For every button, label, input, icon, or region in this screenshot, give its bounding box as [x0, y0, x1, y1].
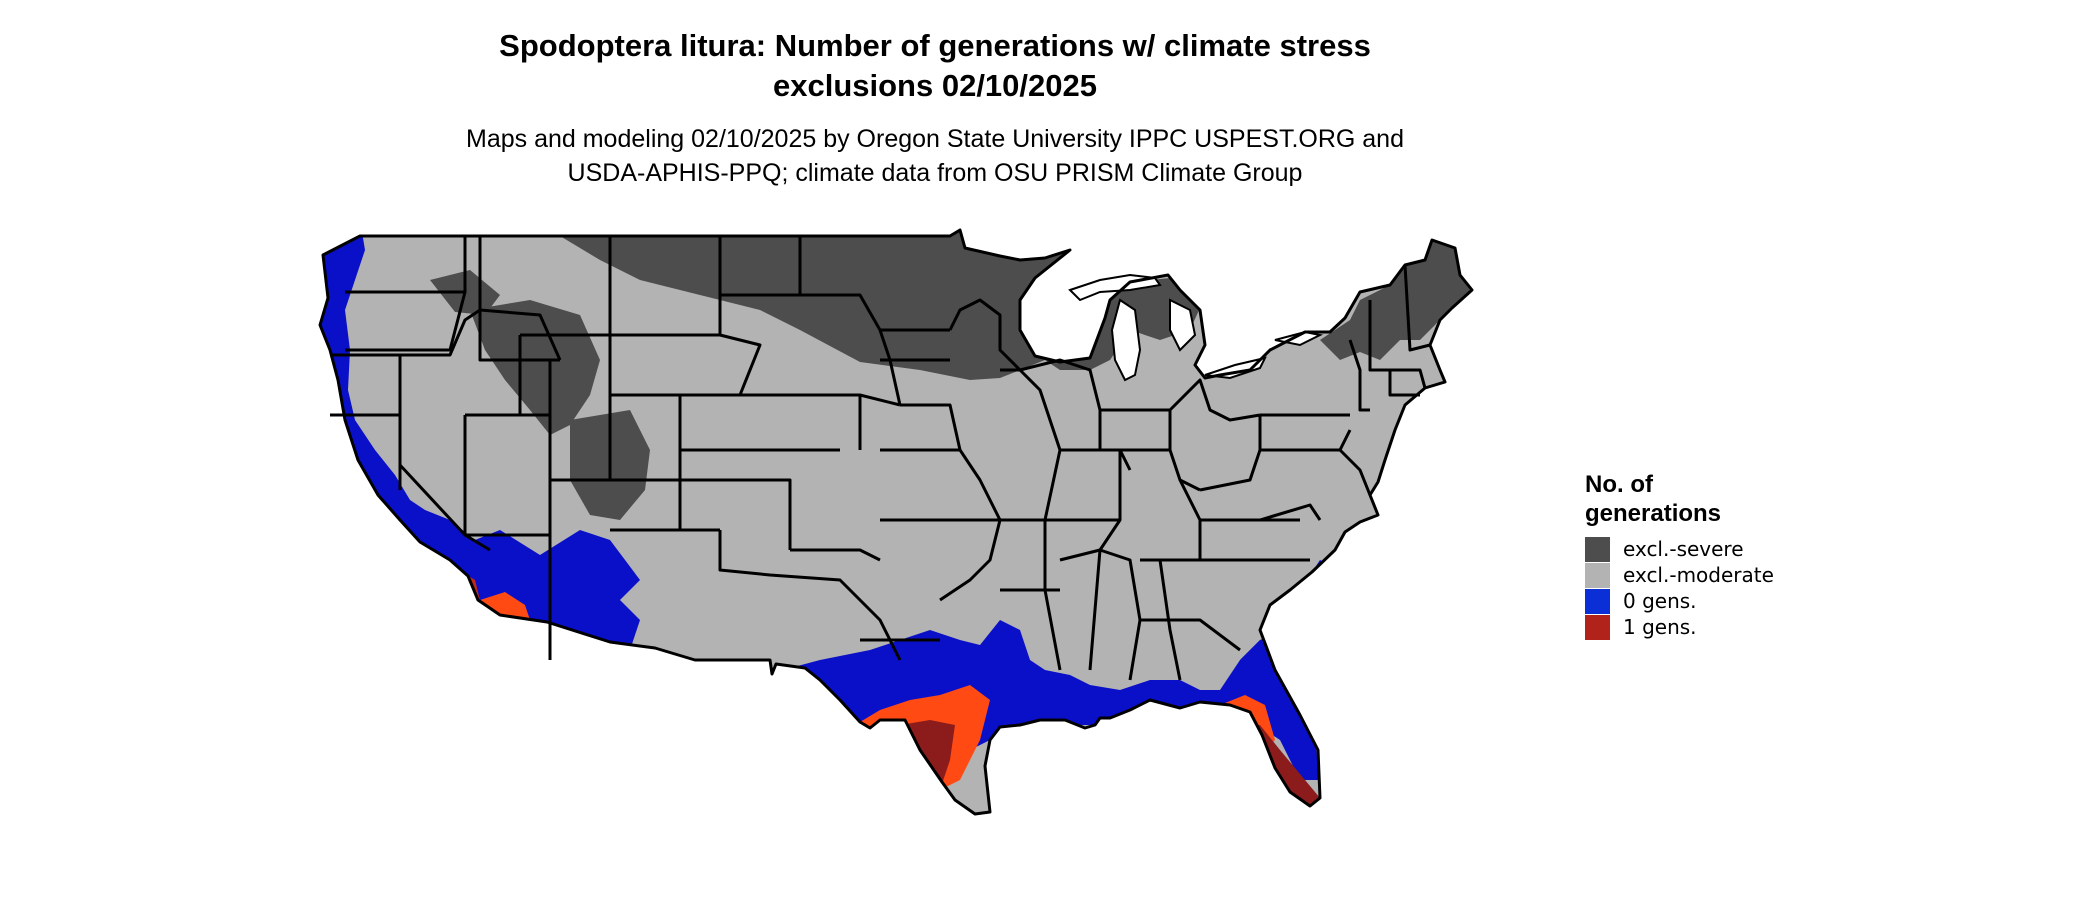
legend-label-1-gens: 1 gens. [1623, 615, 1697, 639]
legend-title: No. of generations [1585, 470, 1774, 528]
zero-gens-southwest-desert [450, 530, 640, 660]
legend-item-0-gens: 0 gens. [1585, 588, 1774, 614]
lake-erie [1204, 356, 1267, 380]
legend-item-excl-moderate: excl.-moderate [1585, 562, 1774, 588]
legend-swatch-excl-moderate [1585, 562, 1610, 588]
lake-michigan [1110, 298, 1142, 382]
severe-new-england [1320, 240, 1470, 360]
map-subtitle-line-2: USDA-APHIS-PPQ; climate data from OSU PR… [567, 159, 1303, 187]
legend-swatch-1-gens [1585, 614, 1610, 640]
legend-title-line-1: No. of [1585, 471, 1653, 498]
map-title-line-1: Spodoptera litura: Number of generations… [499, 28, 1371, 63]
legend-label-excl-moderate: excl.-moderate [1623, 563, 1774, 587]
lake-huron [1169, 298, 1197, 352]
map-subtitle-line-1: Maps and modeling 02/10/2025 by Oregon S… [466, 125, 1404, 153]
legend-label-excl-severe: excl.-severe [1623, 537, 1744, 561]
legend-title-line-2: generations [1585, 500, 1722, 527]
legend-item-excl-severe: excl.-severe [1585, 536, 1774, 562]
severe-northern-plains [550, 230, 1070, 380]
state-borders [318, 228, 1474, 816]
us-generations-map [318, 228, 1474, 816]
legend-label-0-gens: 0 gens. [1623, 589, 1697, 613]
legend: No. of generations excl.-severe excl.-mo… [1585, 470, 1774, 640]
legend-swatch-0-gens [1585, 588, 1610, 614]
map-title-line-2: exclusions 02/10/2025 [772, 68, 1097, 103]
legend-swatch-excl-severe [1585, 536, 1610, 562]
legend-item-1-gens: 1 gens. [1585, 614, 1774, 640]
